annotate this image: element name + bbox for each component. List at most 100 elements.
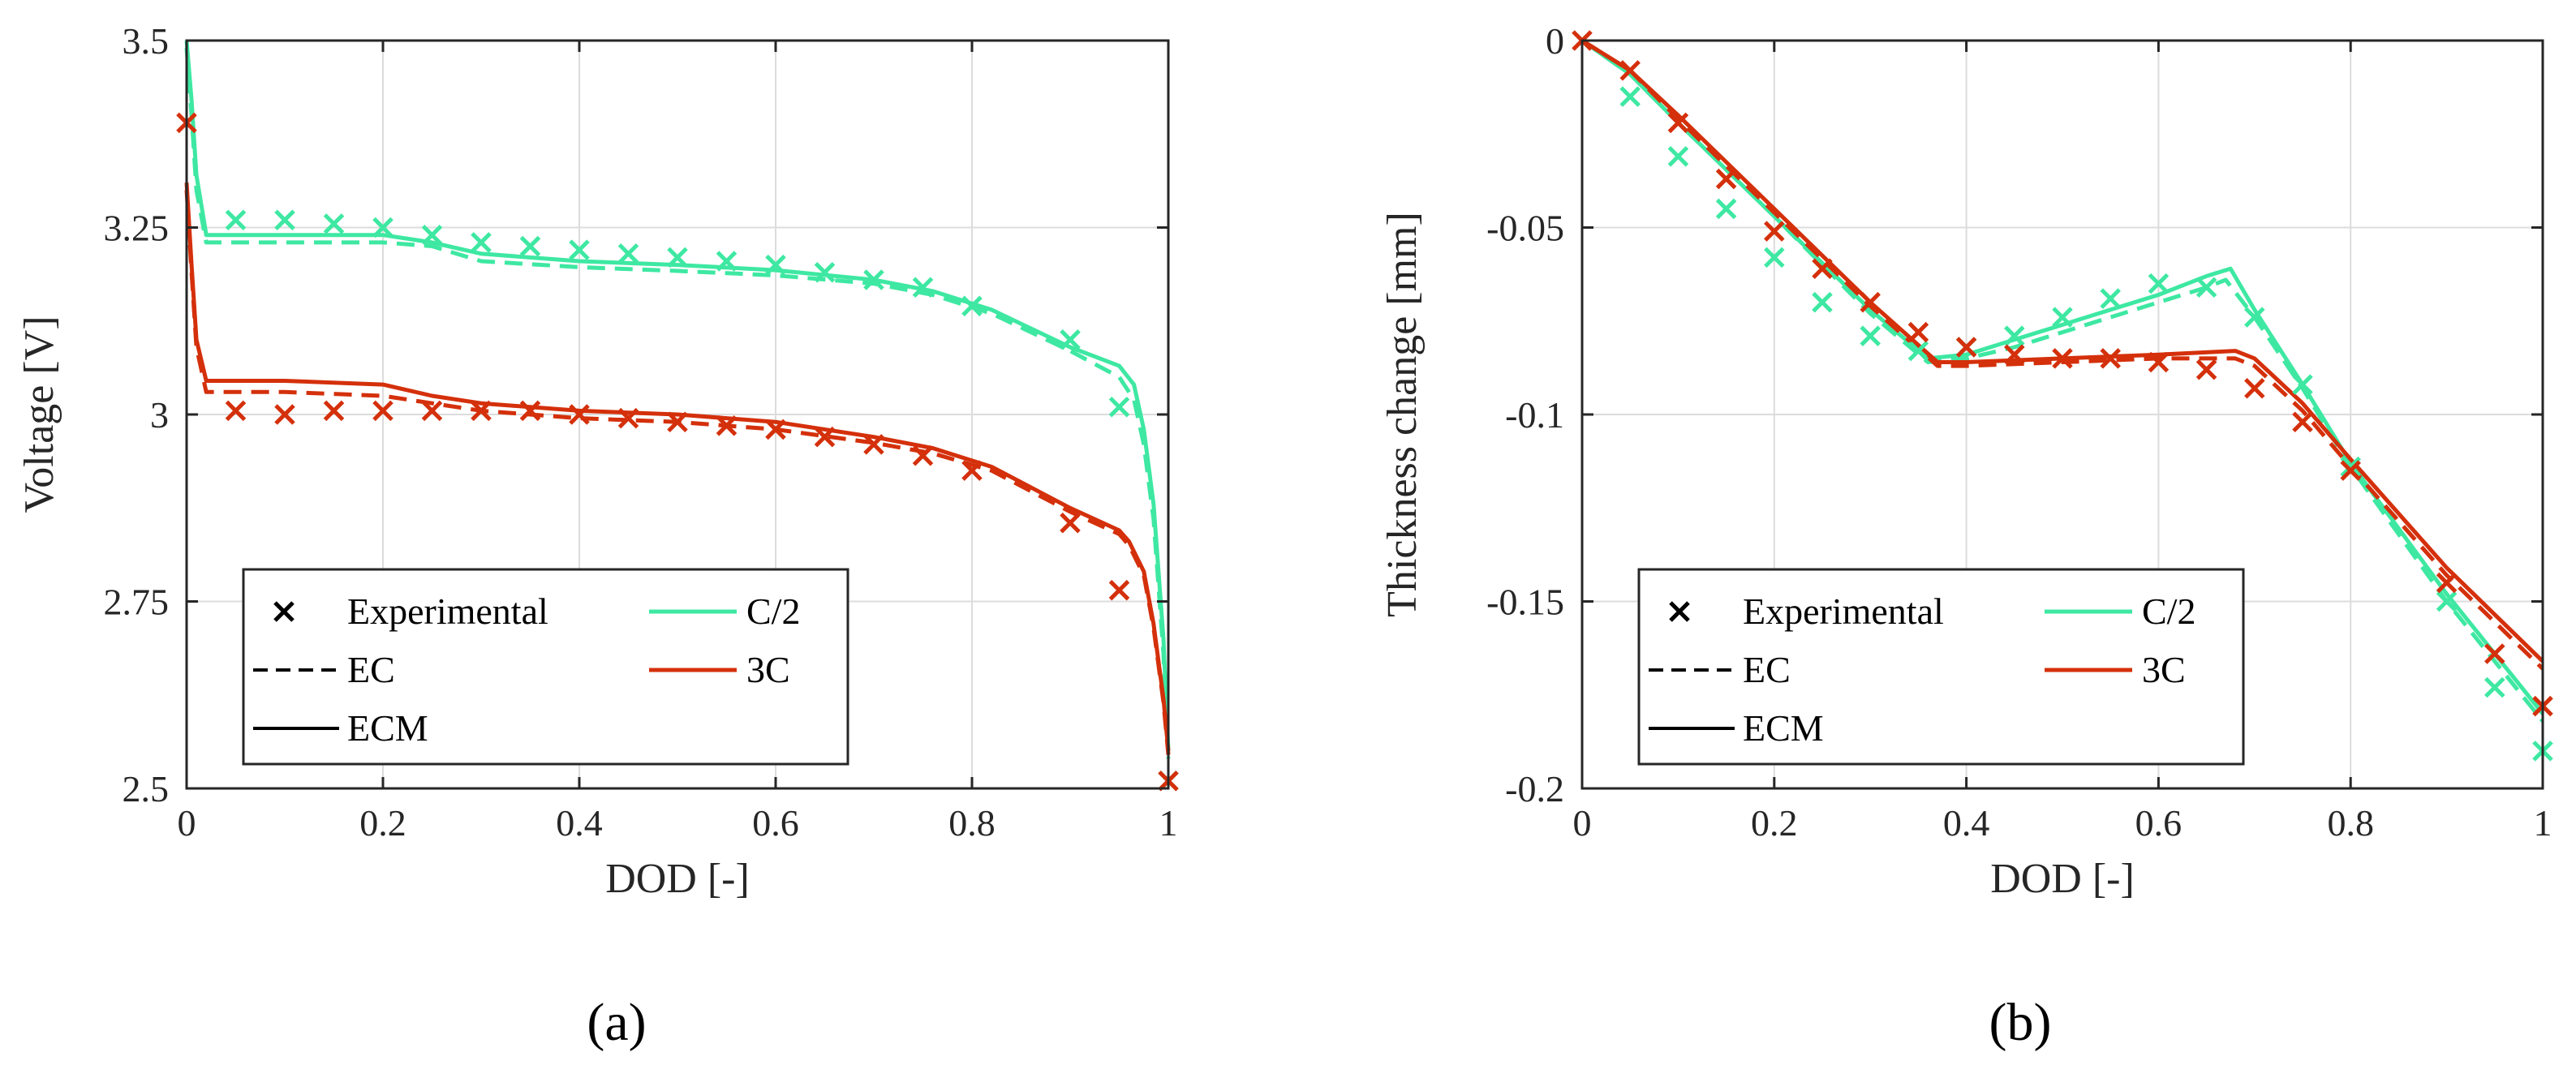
experimental-point-C-2	[519, 235, 541, 257]
series-line-3C-ec	[1580, 38, 2544, 671]
y-tick-label: 3.5	[123, 20, 170, 62]
experimental-point-3C	[225, 400, 247, 422]
y-tick-label: -0.1	[1505, 394, 1564, 436]
x-tick-label: 1	[1159, 802, 1178, 844]
experimental-point-3C	[471, 400, 492, 422]
experimental-point-3C	[1667, 112, 1689, 134]
experimental-point-3C	[1955, 337, 1977, 358]
chart-panel-a: 0 0.2 0.4 0.6 0.8 1 2.5 2.75 3 3.25 3.5 DOD [-] Volt…	[16, 20, 1179, 1052]
experimental-point-C-2	[569, 239, 590, 260]
experimental-point-C-2	[2195, 277, 2217, 298]
experimental-point-C-2	[421, 224, 443, 246]
x-tick-label: 0.2	[1751, 802, 1798, 844]
legend-ec-label: EC	[1743, 649, 1791, 690]
experimental-point-3C	[961, 460, 983, 481]
experimental-point-C-2	[2244, 307, 2265, 328]
legend-experimental-label: Experimental	[1743, 590, 1944, 632]
panel-caption: (b)	[1989, 993, 2052, 1052]
series-line-C-2-ec	[1580, 38, 2544, 723]
experimental-point-C-2	[2004, 325, 2025, 346]
experimental-point-C-2	[2340, 456, 2361, 478]
experimental-point-3C	[274, 404, 295, 425]
experimental-point-3C	[2436, 572, 2458, 594]
experimental-point-C-2	[1860, 325, 1881, 346]
experimental-point-3C	[2340, 460, 2361, 481]
legend-c2-label: C/2	[746, 590, 800, 632]
experimental-point-C-2	[2148, 273, 2170, 294]
experimental-point-C-2	[274, 209, 295, 231]
x-tick-label: 0	[178, 802, 196, 844]
x-tick-label: 0.6	[2135, 802, 2183, 844]
x-tick-label: 1	[2534, 802, 2552, 844]
legend-c2-label: C/2	[2142, 590, 2195, 632]
x-tick-label: 0.4	[1943, 802, 1990, 844]
experimental-point-C-2	[1667, 146, 1689, 167]
experimental-point-C-2	[1907, 340, 1929, 362]
experimental-point-C-2	[225, 209, 247, 231]
experimental-point-C-2	[372, 217, 393, 238]
experimental-point-3C	[2195, 359, 2217, 380]
experimental-point-3C	[519, 400, 541, 422]
experimental-point-3C	[1812, 258, 1833, 279]
y-tick-label: 0	[1546, 20, 1564, 62]
experimental-point-3C	[2292, 411, 2313, 432]
experimental-point-3C	[2004, 344, 2025, 366]
legend-experimental-marker	[1669, 601, 1690, 622]
experimental-point-3C	[2148, 351, 2170, 373]
experimental-point-3C	[1860, 291, 1881, 313]
x-axis-label: DOD [-]	[605, 856, 750, 902]
experimental-point-C-2	[323, 213, 345, 234]
legend-ec-label: EC	[347, 649, 395, 690]
y-tick-label: -0.15	[1486, 582, 1564, 623]
legend-experimental-label: Experimental	[347, 590, 548, 632]
experimental-point-C-2	[814, 262, 836, 283]
experimental-point-3C	[569, 404, 590, 425]
legend: Experimental EC ECM C/2 3C	[1637, 568, 2245, 766]
legend-experimental-marker	[273, 601, 295, 622]
experimental-point-C-2	[2052, 307, 2073, 328]
experimental-point-3C	[1907, 321, 1929, 343]
series-line-C-2-ec	[184, 48, 1171, 759]
experimental-point-C-2	[716, 251, 738, 272]
y-tick-label: -0.2	[1505, 768, 1564, 809]
experimental-point-C-2	[2436, 590, 2458, 612]
x-tick-label: 0.4	[556, 802, 603, 844]
experimental-point-C-2	[1619, 86, 1641, 107]
x-tick-label: 0.2	[359, 802, 406, 844]
x-tick-label: 0.6	[752, 802, 799, 844]
y-tick-label: 3	[150, 394, 169, 436]
legend-ecm-label: ECM	[1743, 707, 1824, 749]
experimental-point-C-2	[912, 277, 934, 298]
experimental-point-3C	[2244, 377, 2265, 399]
experimental-point-C-2	[2292, 374, 2313, 395]
y-tick-label: 3.25	[104, 208, 170, 249]
experimental-point-3C	[617, 407, 639, 429]
experimental-point-3C	[1715, 168, 1737, 190]
x-axis-label: DOD [-]	[1990, 856, 2135, 902]
y-tick-label: 2.5	[123, 768, 170, 809]
y-tick-label: 2.75	[104, 582, 170, 623]
experimental-point-C-2	[1108, 397, 1130, 418]
x-tick-label: 0.8	[948, 802, 996, 844]
experimental-point-3C	[2484, 643, 2505, 664]
experimental-point-3C	[421, 400, 443, 422]
experimental-point-C-2	[2100, 288, 2121, 309]
experimental-point-3C	[765, 419, 786, 440]
experimental-point-3C	[863, 434, 884, 455]
experimental-point-3C	[814, 426, 836, 448]
legend: Experimental EC ECM C/2 3C	[242, 568, 849, 766]
legend-ecm-label: ECM	[347, 707, 428, 749]
experimental-point-3C	[912, 444, 934, 466]
experimental-point-C-2	[961, 295, 983, 317]
experimental-point-C-2	[1812, 291, 1833, 313]
chart-panel-b: 0 0.2 0.4 0.6 0.8 1 -0.2 -0.15 -0.1 -0.05 0 DOD [-]…	[1379, 20, 2553, 1052]
y-tick-label: -0.05	[1486, 208, 1564, 249]
experimental-point-3C	[1060, 512, 1081, 534]
experimental-point-C-2	[667, 247, 688, 268]
experimental-point-3C	[2100, 348, 2121, 369]
experimental-point-3C	[323, 400, 345, 422]
experimental-point-C-2	[1060, 329, 1081, 350]
experimental-point-3C	[1619, 60, 1641, 81]
legend-box	[242, 568, 849, 766]
legend-box	[1637, 568, 2245, 766]
